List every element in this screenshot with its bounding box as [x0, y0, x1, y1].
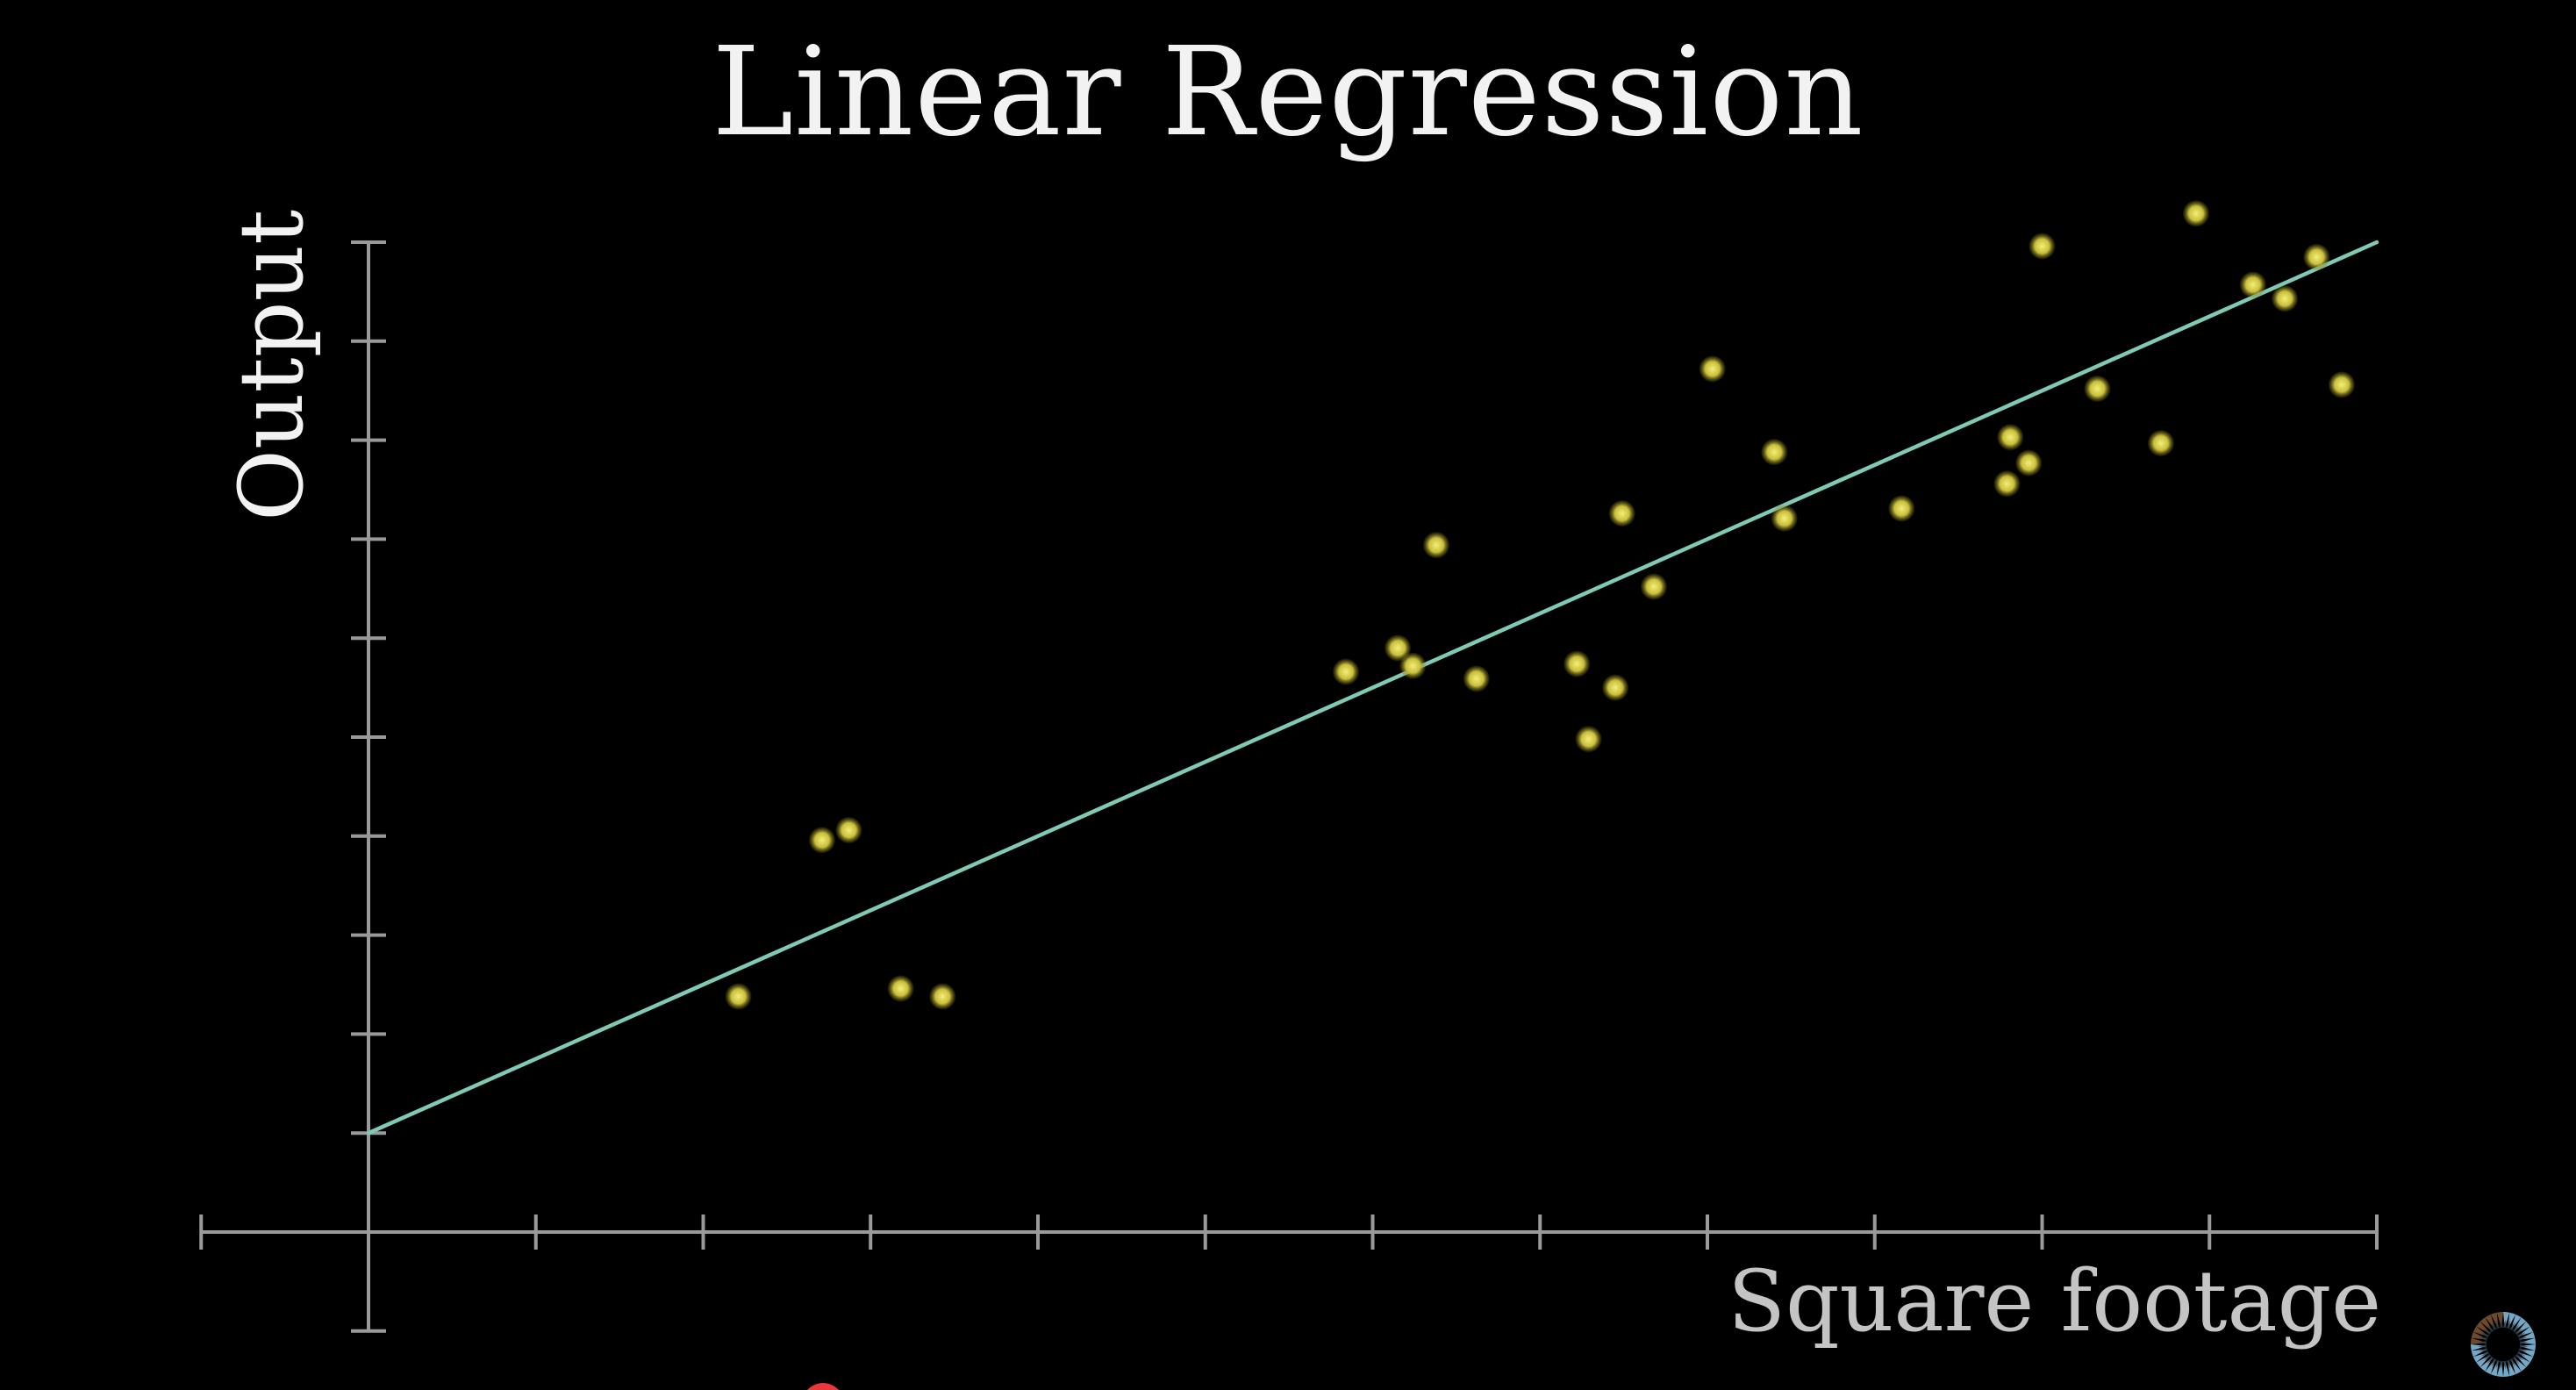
data-point	[2029, 233, 2056, 260]
data-point	[835, 817, 862, 844]
data-point	[2084, 375, 2111, 402]
data-point	[1771, 505, 1798, 532]
regression-line	[366, 240, 2379, 1136]
y-axis-label: Output	[220, 209, 323, 521]
chart-title: Linear Regression	[712, 21, 1864, 164]
data-point	[2182, 200, 2209, 227]
data-point	[1993, 470, 2021, 498]
data-point	[1699, 355, 1726, 383]
data-point	[929, 983, 956, 1010]
data-point	[2328, 371, 2355, 398]
data-point	[1608, 500, 1635, 527]
data-point	[2147, 429, 2174, 456]
pi-creature-eye-icon	[2471, 1312, 2536, 1377]
data-point	[1761, 439, 1788, 466]
data-point	[1399, 652, 1427, 679]
data-point	[2239, 271, 2266, 298]
data-point	[1888, 495, 1915, 522]
data-point	[1463, 665, 1490, 692]
data-point	[1385, 634, 1412, 662]
data-point	[1332, 658, 1359, 685]
axes	[199, 240, 2379, 1333]
data-point	[1640, 573, 1667, 600]
data-point	[808, 827, 835, 854]
data-points	[725, 200, 2355, 1010]
data-point	[2303, 243, 2330, 270]
data-point	[1602, 674, 1629, 701]
playhead-dot-icon[interactable]	[802, 1383, 844, 1390]
data-point	[2015, 449, 2043, 476]
data-point	[1563, 650, 1591, 677]
data-point	[887, 975, 914, 1002]
fit-line	[366, 240, 2379, 1136]
data-point	[725, 983, 752, 1010]
data-point	[1422, 532, 1449, 559]
data-point	[1575, 726, 1602, 753]
data-point	[2272, 285, 2299, 312]
x-axis-label: Square footage	[1728, 1252, 2381, 1351]
data-point	[1997, 424, 2024, 451]
